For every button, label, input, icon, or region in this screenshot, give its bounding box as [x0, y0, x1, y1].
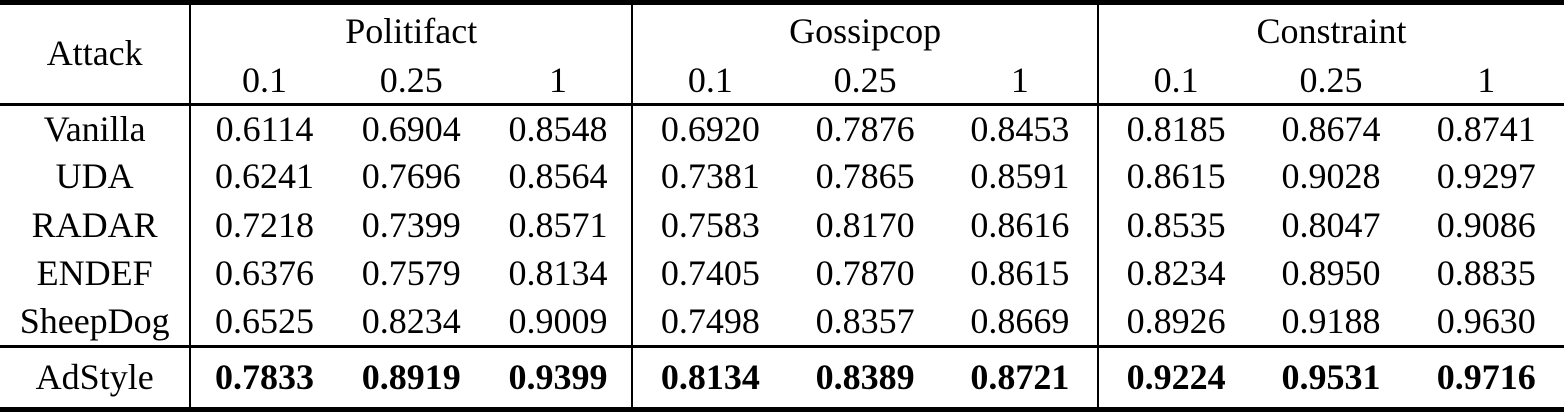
value-cell: 0.9630 [1436, 300, 1536, 341]
threshold-header: 1 [1010, 59, 1029, 100]
threshold-header: 0.25 [379, 59, 443, 100]
value-cell: 0.8134 [508, 253, 608, 294]
value-cell: 0.9188 [1281, 300, 1381, 341]
value-cell: 0.8616 [970, 204, 1070, 245]
attack-column-header: Attack [46, 33, 143, 74]
table-row-radar: RADAR 0.7218 0.7399 0.8571 0.7583 0.8170… [0, 201, 1564, 250]
value-cell: 0.9531 [1281, 356, 1381, 397]
value-cell: 0.7865 [815, 156, 915, 197]
threshold-header: 0.25 [1299, 59, 1363, 100]
value-cell: 0.9716 [1436, 356, 1536, 397]
value-cell: 0.8591 [970, 156, 1070, 197]
value-cell: 0.9224 [1097, 346, 1254, 410]
value-cell: 0.9086 [1436, 204, 1536, 245]
value-cell: 0.7870 [815, 253, 915, 294]
row-label: AdStyle [35, 356, 154, 397]
row-label: RADAR [31, 204, 158, 245]
row-label: ENDEF [36, 253, 153, 294]
dataset-header-politifact: Politifact [189, 2, 633, 59]
table-header: Attack Politifact Gossipcop Constraint 0… [0, 2, 1564, 105]
value-cell: 0.8926 [1097, 298, 1254, 347]
value-cell: 0.8170 [815, 204, 915, 245]
value-cell: 0.7498 [631, 298, 788, 347]
value-cell: 0.7696 [361, 156, 461, 197]
value-cell: 0.8571 [508, 204, 608, 245]
value-cell: 0.7405 [631, 249, 788, 298]
value-cell: 0.8615 [970, 253, 1070, 294]
row-label: SheepDog [19, 300, 170, 341]
table-body: Vanilla 0.6114 0.6904 0.8548 0.6920 0.78… [0, 104, 1564, 410]
value-cell: 0.8389 [815, 356, 915, 397]
value-cell: 0.6376 [189, 249, 338, 298]
value-cell: 0.6904 [361, 108, 461, 149]
value-cell: 0.8721 [970, 356, 1070, 397]
row-label: Vanilla [43, 108, 146, 149]
value-cell: 0.9297 [1436, 156, 1536, 197]
value-cell: 0.8234 [1097, 249, 1254, 298]
value-cell: 0.8674 [1281, 108, 1381, 149]
value-cell: 0.6114 [189, 104, 338, 153]
value-cell: 0.8669 [970, 300, 1070, 341]
value-cell: 0.8615 [1097, 152, 1254, 202]
threshold-header: 1 [549, 59, 568, 100]
row-label: UDA [55, 156, 134, 197]
value-cell: 0.8134 [631, 346, 788, 410]
value-cell: 0.7399 [361, 204, 461, 245]
value-cell: 0.8835 [1436, 253, 1536, 294]
value-cell: 0.8047 [1281, 204, 1381, 245]
value-cell: 0.7833 [189, 346, 338, 410]
value-cell: 0.7583 [631, 201, 788, 250]
threshold-header: 0.1 [631, 58, 788, 105]
value-cell: 0.7381 [631, 152, 788, 202]
value-cell: 0.6241 [189, 152, 338, 202]
value-cell: 0.7876 [815, 108, 915, 149]
value-cell: 0.8548 [508, 108, 608, 149]
value-cell: 0.8185 [1097, 104, 1254, 153]
value-cell: 0.8357 [815, 300, 915, 341]
table-row-endef: ENDEF 0.6376 0.7579 0.8134 0.7405 0.7870… [0, 249, 1564, 298]
threshold-header-row: 0.1 0.25 1 0.1 0.25 1 0.1 0.25 1 [0, 58, 1564, 105]
value-cell: 0.6920 [631, 104, 788, 153]
value-cell: 0.8564 [508, 156, 608, 197]
value-cell: 0.7579 [361, 253, 461, 294]
value-cell: 0.8234 [361, 300, 461, 341]
table-row-adstyle: AdStyle 0.7833 0.8919 0.9399 0.8134 0.83… [0, 346, 1564, 410]
value-cell: 0.6525 [189, 298, 338, 347]
value-cell: 0.9009 [508, 300, 608, 341]
dataset-header-gossipcop: Gossipcop [631, 2, 1099, 59]
threshold-header: 0.25 [833, 59, 897, 100]
threshold-header: 1 [1477, 59, 1496, 100]
threshold-header: 0.1 [1097, 58, 1254, 105]
value-cell: 0.8919 [361, 356, 461, 397]
value-cell: 0.7218 [189, 201, 338, 250]
value-cell: 0.9028 [1281, 156, 1381, 197]
value-cell: 0.8535 [1097, 201, 1254, 250]
table-row-vanilla: Vanilla 0.6114 0.6904 0.8548 0.6920 0.78… [0, 104, 1564, 153]
dataset-header-row: Attack Politifact Gossipcop Constraint [0, 2, 1564, 73]
value-cell: 0.8453 [970, 108, 1070, 149]
table-row-sheepdog: SheepDog 0.6525 0.8234 0.9009 0.7498 0.8… [0, 298, 1564, 347]
value-cell: 0.8950 [1281, 253, 1381, 294]
threshold-header: 0.1 [189, 58, 338, 105]
value-cell: 0.9399 [508, 356, 608, 397]
table-row-uda: UDA 0.6241 0.7696 0.8564 0.7381 0.7865 0… [0, 152, 1564, 202]
value-cell: 0.8741 [1436, 108, 1536, 149]
dataset-header-constraint: Constraint [1097, 2, 1564, 59]
